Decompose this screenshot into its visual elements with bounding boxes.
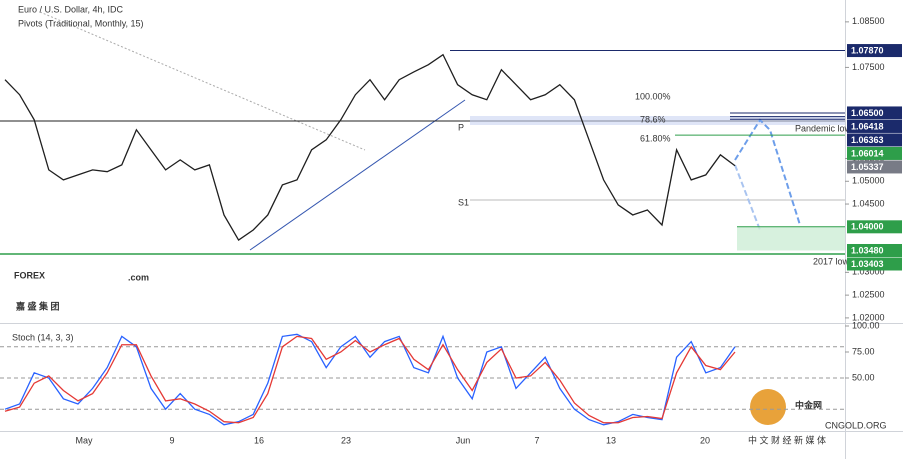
- x-tick-label: 16: [254, 435, 264, 445]
- watermark-tagline: 中 文 财 经 新 媒 体: [748, 434, 826, 445]
- chart-subtitle: Pivots (Traditional, Monthly, 15): [18, 18, 144, 28]
- pivot-label: P: [458, 122, 464, 132]
- x-tick-label: Jun: [456, 435, 471, 445]
- price-tag: [847, 146, 902, 160]
- watermark-name: 中金网: [795, 399, 822, 410]
- stoch-title: Stoch (14, 3, 3): [12, 332, 74, 342]
- x-tick-label: 9: [169, 435, 174, 445]
- y-tick-label: 50.00: [852, 372, 875, 382]
- low-2017-label: 2017 low: [813, 256, 850, 266]
- price-tag-label: 1.05337: [851, 162, 884, 172]
- price-tag: [847, 133, 902, 147]
- trendline: [249, 99, 466, 251]
- logo-brand: FOREX: [14, 270, 45, 280]
- target-zone: [737, 226, 845, 251]
- logo-suffix: .com: [128, 272, 149, 282]
- watermark-site: CNGOLD.ORG: [825, 420, 887, 430]
- s1-label: S1: [458, 197, 469, 207]
- x-tick-label: 13: [606, 435, 616, 445]
- price-tag: [847, 119, 902, 133]
- price-tag-label: 1.06363: [851, 135, 884, 145]
- pandemic-label: Pandemic low: [795, 123, 852, 133]
- projection-arrow: [734, 164, 761, 231]
- y-tick-label: 100.00: [852, 320, 880, 330]
- fib-label: 61.80%: [640, 133, 671, 143]
- price-tag: [847, 160, 902, 174]
- price-tag-label: 1.04000: [851, 222, 884, 232]
- series-line: [4, 335, 736, 424]
- fib-label: 100.00%: [635, 91, 671, 101]
- price-tag-label: 1.06418: [851, 121, 884, 131]
- y-tick-label: 1.02000: [852, 312, 885, 322]
- y-tick-label: 1.08500: [852, 16, 885, 26]
- price-tag-label: 1.06014: [851, 148, 884, 158]
- y-tick-label: 75.00: [852, 346, 875, 356]
- x-tick-label: May: [75, 435, 93, 445]
- price-tag-label: 1.03403: [851, 259, 884, 269]
- y-tick-label: 1.02500: [852, 290, 885, 300]
- price-tag-label: 1.06500: [851, 108, 884, 118]
- price-tag: [847, 106, 902, 120]
- price-tag: [847, 243, 902, 257]
- price-tag-label: 1.07870: [851, 45, 884, 55]
- x-tick-label: 23: [341, 435, 351, 445]
- y-tick-label: 1.07500: [852, 62, 885, 72]
- y-tick-label: 1.04500: [852, 198, 885, 208]
- zone: [470, 116, 845, 125]
- fib-label: 78.6%: [640, 114, 666, 124]
- chart-title: Euro / U.S. Dollar, 4h, IDC: [18, 4, 124, 14]
- x-tick-label: 7: [534, 435, 539, 445]
- price-tag: [847, 44, 902, 58]
- logo-chinese: 嘉 盛 集 团: [15, 300, 60, 311]
- series-line: [4, 53, 736, 241]
- projection-arrow: [734, 118, 801, 226]
- watermark-icon: [750, 389, 786, 425]
- y-tick-label: 1.05000: [852, 176, 885, 186]
- x-tick-label: 20: [700, 435, 710, 445]
- trendline: [39, 11, 366, 151]
- price-tag: [847, 257, 902, 271]
- price-tag: [847, 220, 902, 234]
- y-tick-label: 1.03000: [852, 267, 885, 277]
- price-tag-label: 1.03480: [851, 245, 884, 255]
